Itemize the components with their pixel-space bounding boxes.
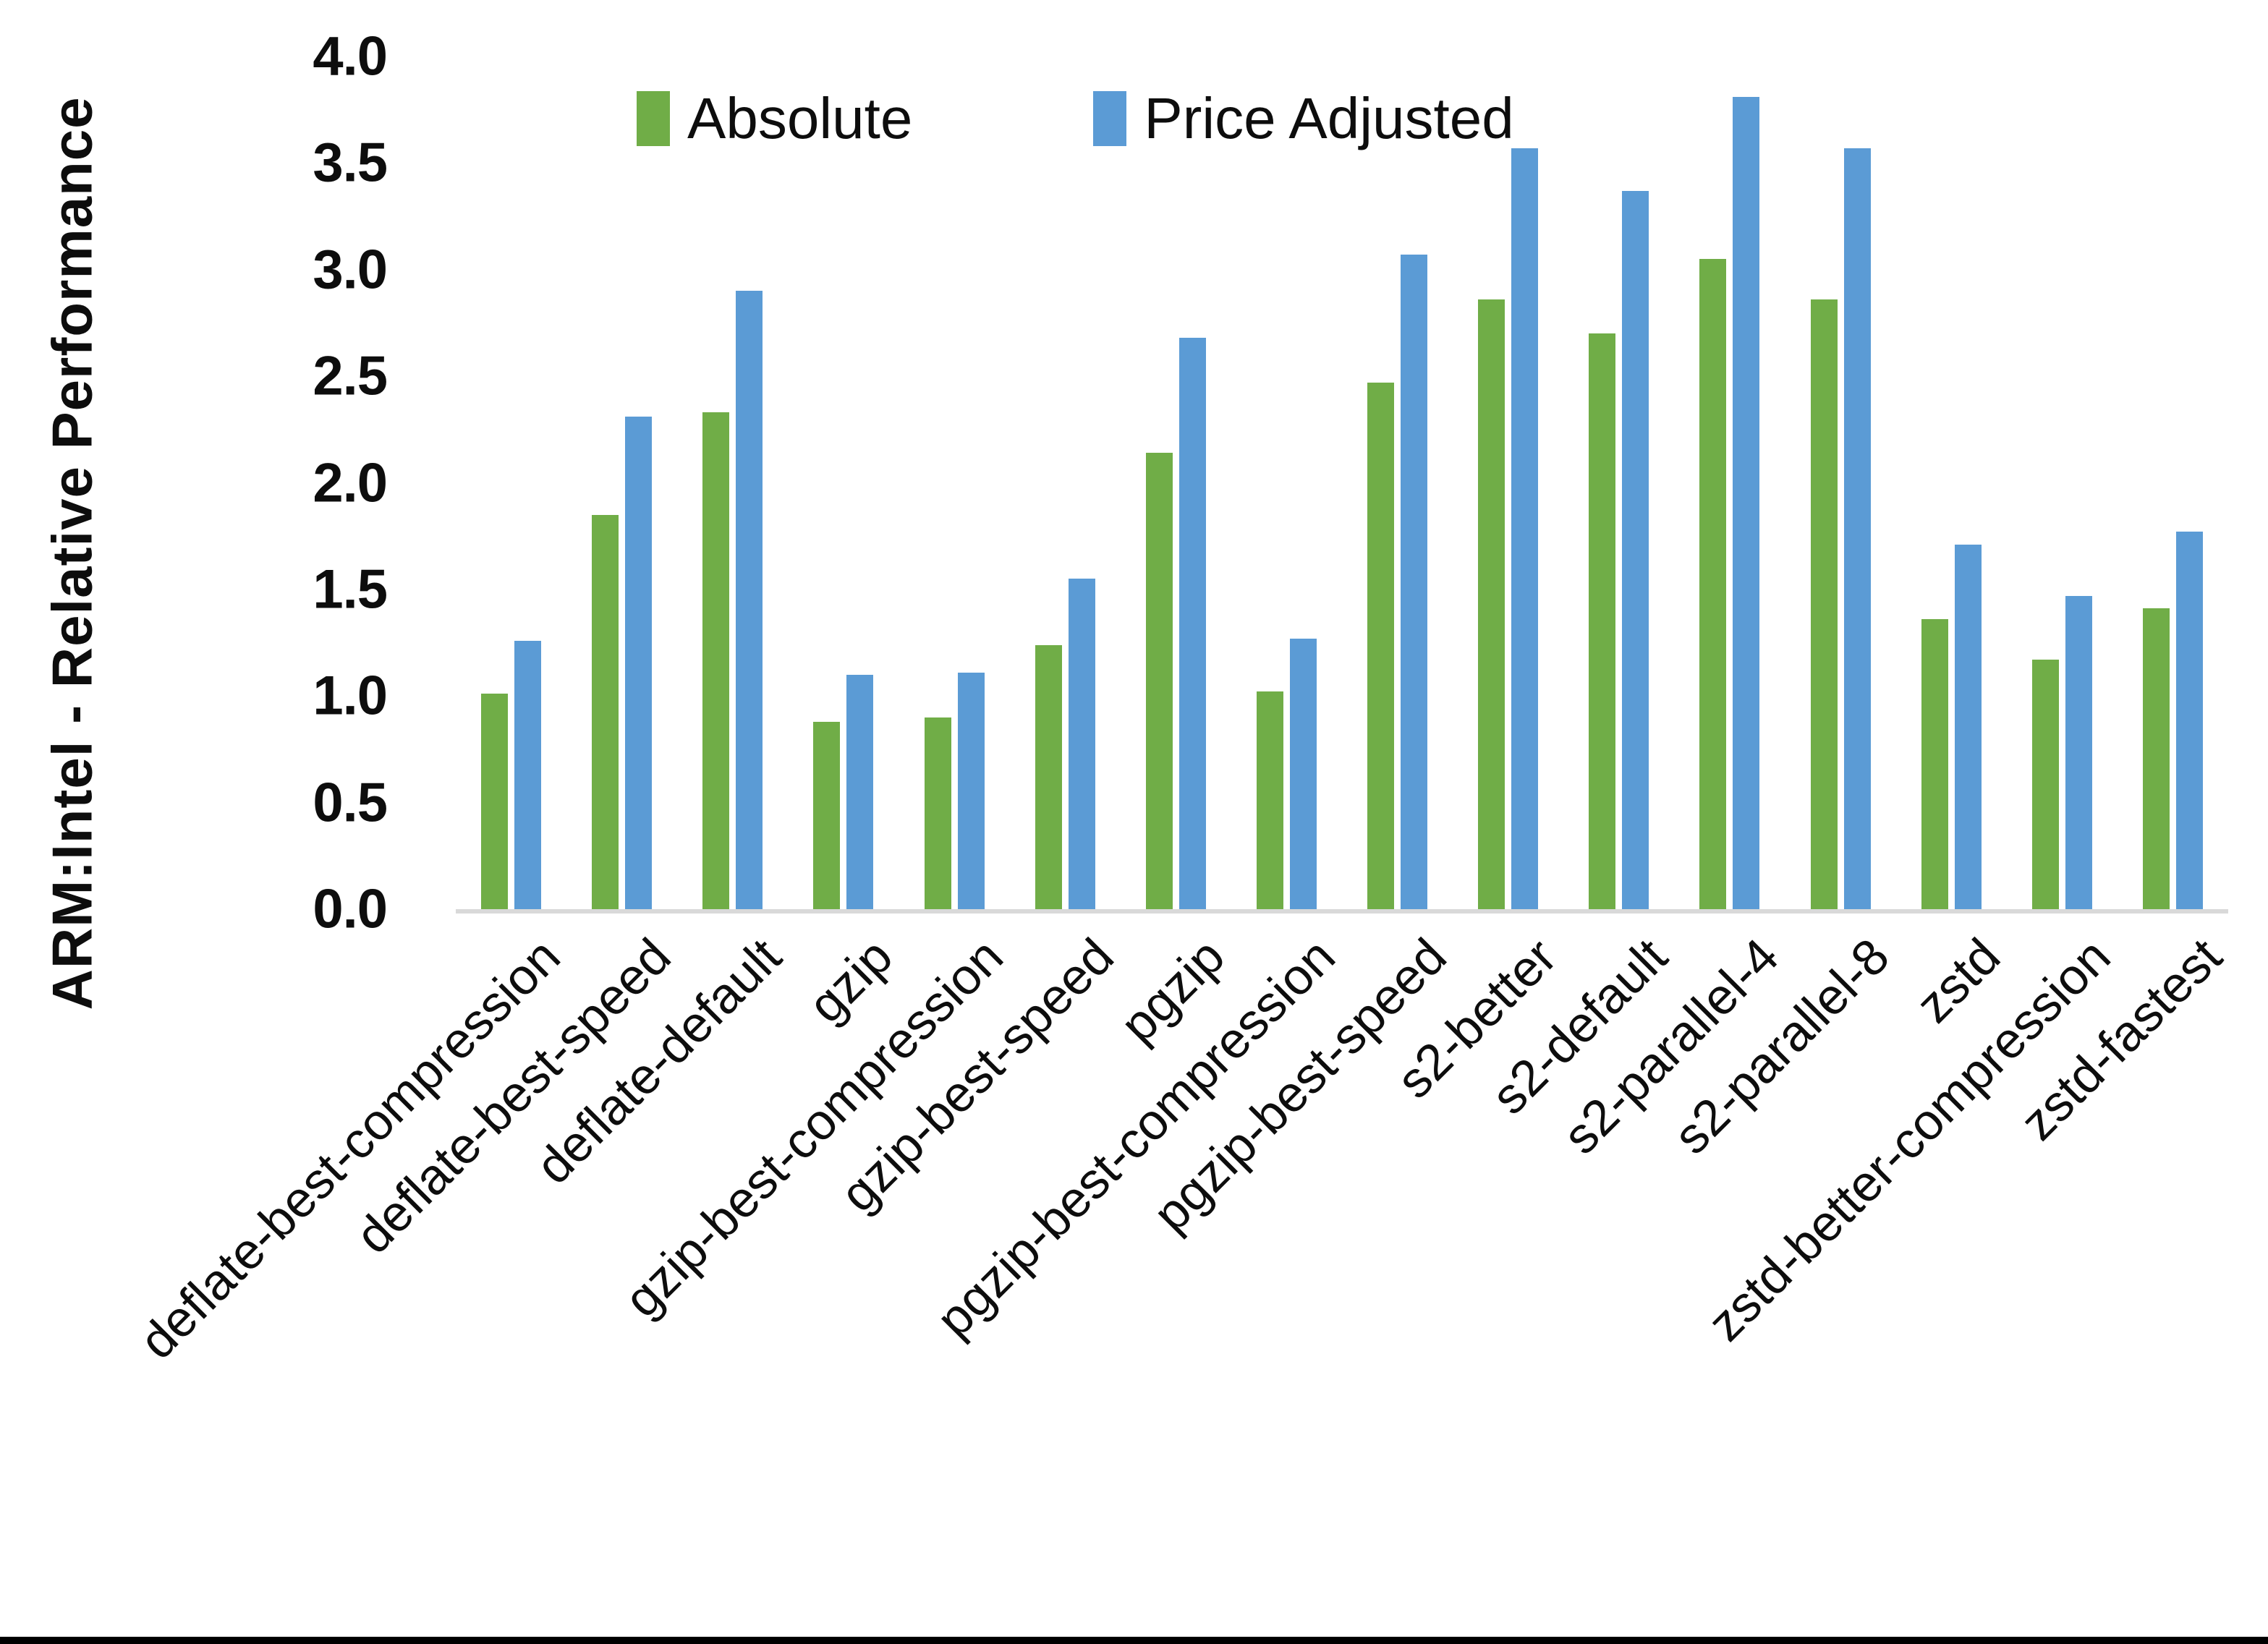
absolute-bar: [2142, 608, 2170, 909]
price-adjusted-bar: [1289, 638, 1317, 909]
price-adjusted-bar: [625, 417, 653, 909]
absolute-bar: [1035, 644, 1062, 909]
price-adjusted-bar: [2175, 532, 2203, 909]
price-adjusted-bar: [1733, 97, 1760, 909]
price-adjusted-bar: [1622, 190, 1649, 909]
y-tick-label: 3.0: [313, 239, 388, 301]
legend-item-price-adjusted: Price Adjusted: [1093, 85, 1514, 152]
y-tick-label: 2.0: [313, 452, 388, 514]
price-adjusted-bar: [1068, 579, 1095, 909]
absolute-bar: [1699, 259, 1727, 909]
y-tick-label: 0.0: [313, 878, 388, 940]
price-adjusted-bar: [2065, 595, 2092, 909]
bar-group: [677, 56, 788, 909]
absolute-series-swatch-icon: [637, 91, 670, 146]
bar-group: [1453, 56, 1563, 909]
y-tick-label: 1.5: [313, 558, 388, 621]
legend: Absolute Price Adjusted: [637, 85, 1514, 152]
bar-group: [566, 56, 677, 909]
absolute-bar: [1478, 299, 1505, 909]
absolute-bar: [702, 412, 730, 909]
y-axis-ticks: 0.0 0.5 1.0 1.5 2.0 2.5 3.0 3.5 4.0: [0, 0, 388, 1013]
bar-group: [899, 56, 1010, 909]
x-label-cell: zstd-fastest: [2009, 917, 2232, 1604]
legend-label-absolute: Absolute: [687, 86, 913, 150]
bar-group: [2007, 56, 2118, 909]
bar-group: [1342, 56, 1453, 909]
price-adjusted-bar: [514, 640, 542, 909]
absolute-bar: [813, 721, 841, 909]
price-adjusted-bar: [1511, 148, 1539, 909]
legend-item-absolute: Absolute: [637, 85, 912, 152]
bar-group: [1121, 56, 1231, 909]
price-adjusted-bar: [846, 674, 874, 909]
price-adjusted-bar: [1178, 338, 1206, 909]
absolute-bar: [481, 694, 509, 909]
bar-group: [1231, 56, 1342, 909]
price-adjusted-bar: [1954, 544, 1982, 909]
price-adjusted-bar: [1843, 148, 1871, 909]
absolute-bar: [1810, 299, 1838, 909]
y-tick-label: 0.5: [313, 772, 388, 834]
bar-group: [1896, 56, 2007, 909]
bottom-border: [0, 1637, 2268, 1644]
absolute-bar: [1367, 382, 1395, 909]
bar-group: [1785, 56, 1896, 909]
absolute-bar: [1145, 453, 1173, 909]
y-tick-label: 2.5: [313, 345, 388, 407]
price-adjusted-bar: [736, 291, 763, 909]
absolute-bar: [924, 717, 951, 909]
legend-label-price-adjusted: Price Adjusted: [1144, 86, 1514, 150]
absolute-bar: [1589, 333, 1616, 909]
absolute-bar: [1256, 691, 1283, 909]
absolute-bar: [592, 514, 619, 909]
y-tick-label: 1.0: [313, 665, 388, 727]
price-adjusted-bar: [1401, 255, 1428, 909]
x-axis-labels: deflate-best-compression deflate-best-spe…: [129, 917, 2233, 1604]
y-tick-label: 3.5: [313, 132, 388, 194]
bar-group: [1010, 56, 1121, 909]
bar-group: [788, 56, 899, 909]
bar-group: [456, 56, 566, 909]
bar-group: [1674, 56, 1785, 909]
price-adjusted-bar: [957, 672, 985, 909]
plot-area: [456, 56, 2228, 913]
bar-group: [2118, 56, 2228, 909]
absolute-bar: [1921, 619, 1948, 909]
absolute-bar: [2031, 660, 2059, 909]
y-tick-label: 4.0: [313, 25, 388, 88]
bar-group: [1563, 56, 1674, 909]
price-adjusted-series-swatch-icon: [1093, 91, 1127, 146]
